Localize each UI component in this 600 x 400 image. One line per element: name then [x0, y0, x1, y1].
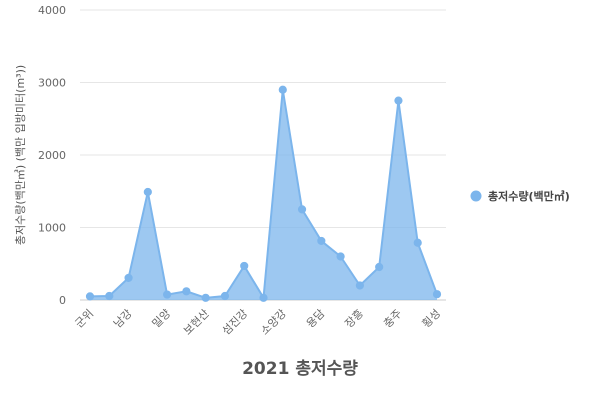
y-axis-ticks: 0 1000 2000 3000 4000: [38, 4, 66, 307]
data-point[interactable]: [336, 252, 345, 261]
x-tick-label: 남강: [111, 307, 135, 331]
x-tick-label: 소양강: [258, 307, 289, 338]
y-tick-label: 3000: [38, 77, 66, 90]
x-tick-label: 밀양: [150, 307, 174, 331]
y-tick-label: 0: [59, 294, 66, 307]
x-tick-label: 용담: [304, 307, 328, 331]
data-point[interactable]: [355, 281, 364, 290]
area-layer: [89, 89, 438, 301]
data-point[interactable]: [85, 292, 95, 301]
legend-label: 총저수량(백만㎥): [488, 189, 570, 203]
data-point[interactable]: [124, 273, 133, 282]
data-point[interactable]: [432, 290, 442, 299]
x-tick-label: 보현산: [181, 307, 212, 338]
y-axis-title: 총저수량(백만㎥) (백만 입방미터(m³)): [14, 65, 27, 245]
data-point[interactable]: [105, 291, 114, 301]
legend[interactable]: 총저수량(백만㎥): [470, 189, 570, 203]
y-tick-label: 4000: [38, 4, 66, 17]
data-point[interactable]: [259, 293, 268, 302]
x-tick-label: 장흥: [342, 306, 366, 330]
data-point[interactable]: [201, 293, 210, 302]
data-point[interactable]: [394, 96, 403, 105]
chart-title: 2021 총저수량: [242, 359, 358, 379]
y-tick-label: 2000: [38, 149, 66, 162]
data-point[interactable]: [297, 205, 307, 214]
data-point[interactable]: [163, 290, 172, 299]
series-area: [90, 89, 437, 300]
data-point[interactable]: [278, 85, 287, 94]
data-point[interactable]: [240, 261, 249, 271]
legend-symbol: [470, 190, 482, 202]
data-point[interactable]: [317, 236, 326, 246]
x-tick-label: 횡성: [420, 307, 444, 331]
data-points: [85, 85, 442, 302]
data-point[interactable]: [182, 287, 191, 296]
x-axis-ticks: 군위 남강 밀양 보현산 섬진강 소양강 용담 장흥 충주 횡성: [73, 306, 444, 337]
y-tick-label: 1000: [38, 222, 66, 235]
data-point[interactable]: [220, 291, 230, 301]
data-point[interactable]: [143, 187, 152, 197]
x-tick-label: 충주: [381, 307, 405, 331]
x-tick-label: 군위: [73, 307, 97, 331]
data-point[interactable]: [375, 262, 384, 272]
x-tick-label: 섬진강: [220, 307, 251, 338]
data-point[interactable]: [413, 238, 422, 247]
